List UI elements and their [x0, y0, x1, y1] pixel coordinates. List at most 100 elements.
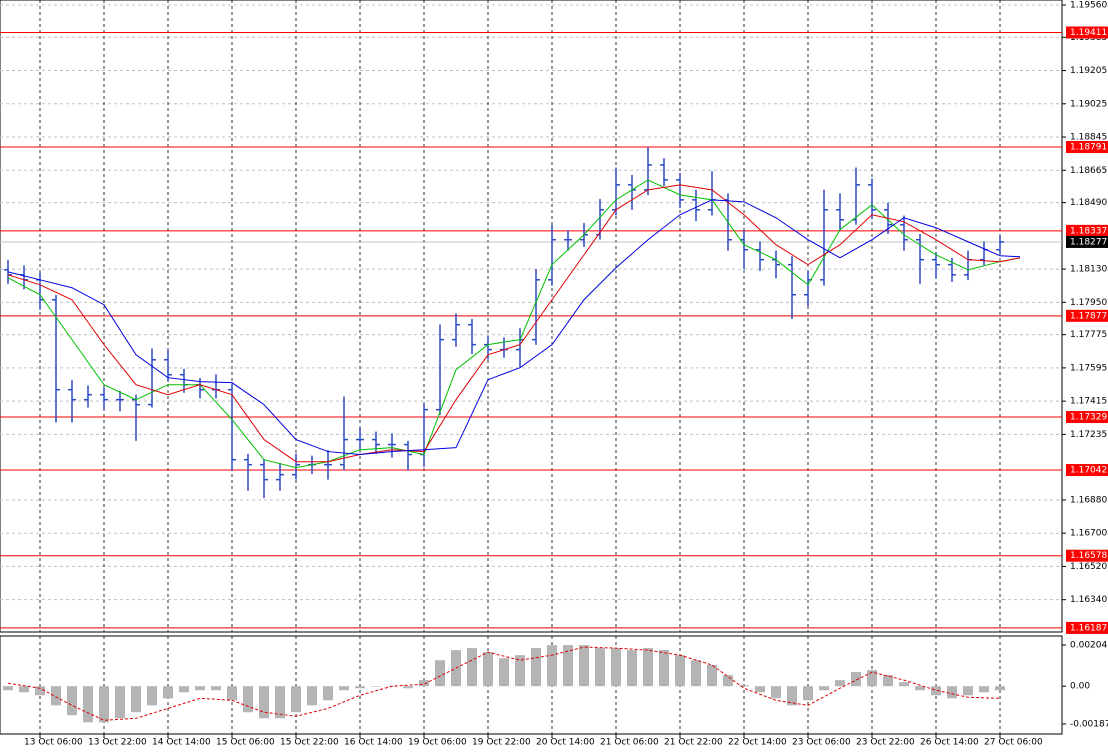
histogram-bar [739, 685, 749, 687]
histogram-bar [579, 645, 589, 687]
histogram-bar [275, 686, 285, 719]
histogram-bar [403, 686, 413, 689]
y-tick-label: 0.00 [1070, 682, 1090, 692]
current-price-box [1066, 235, 1108, 248]
y-tick-label: 1.16520 [1070, 562, 1107, 572]
level-label: 1.18337 [1070, 226, 1107, 236]
histogram-bar [435, 660, 445, 687]
level-label-box [1066, 309, 1108, 322]
histogram-bar [995, 686, 1005, 691]
x-tick-label: 15 Oct 06:00 [216, 738, 275, 748]
histogram-bar [883, 675, 893, 687]
histogram-bar [419, 680, 429, 687]
y-tick-label: 1.18845 [1070, 133, 1107, 143]
histogram-bar [675, 655, 685, 687]
level-label-box [1066, 26, 1108, 39]
histogram-bar [467, 648, 477, 687]
x-tick-label: 27 Oct 06:00 [984, 738, 1043, 748]
y-tick-label: 0.00204 [1070, 641, 1107, 651]
x-tick-label: 14 Oct 14:00 [152, 738, 211, 748]
level-label: 1.19411 [1070, 28, 1107, 38]
y-tick-label: 1.18490 [1070, 198, 1107, 208]
y-tick-label: 1.17415 [1070, 397, 1107, 407]
level-label-box [1066, 224, 1108, 237]
histogram-bar [771, 686, 781, 699]
histogram-bar [179, 686, 189, 693]
histogram-bar [643, 648, 653, 687]
moving-average [7, 179, 1021, 469]
y-tick-label: 1.17595 [1070, 363, 1107, 373]
y-tick-label: 1.17950 [1070, 298, 1107, 308]
level-label-box [1066, 549, 1108, 562]
y-tick-label: 1.18130 [1070, 265, 1107, 275]
histogram-bar [499, 658, 509, 687]
y-tick-label: 1.18665 [1070, 166, 1107, 176]
histogram-bar [323, 686, 333, 701]
histogram-bar [195, 686, 205, 691]
histogram-bar [99, 686, 109, 723]
histogram-bar [259, 686, 269, 719]
level-label-box [1066, 141, 1108, 154]
histogram-bar [339, 686, 349, 691]
current-price-label: 1.18277 [1070, 237, 1107, 247]
x-tick-label: 16 Oct 14:00 [344, 738, 403, 748]
histogram-bar [243, 686, 253, 713]
x-tick-label: 21 Oct 06:00 [600, 738, 659, 748]
x-tick-label: 15 Oct 22:00 [280, 738, 339, 748]
histogram-bar [691, 660, 701, 687]
y-tick-label: 1.16340 [1070, 595, 1107, 605]
x-tick-label: 22 Oct 14:00 [728, 738, 787, 748]
x-tick-label: 20 Oct 14:00 [536, 738, 595, 748]
level-label: 1.18791 [1070, 143, 1107, 153]
level-label: 1.17329 [1070, 413, 1107, 423]
histogram-bar [707, 665, 717, 687]
y-tick-label: 1.17775 [1070, 330, 1107, 340]
level-label-box [1066, 621, 1108, 634]
histogram-bar [115, 686, 125, 719]
histogram-bar [163, 686, 173, 699]
histogram-bar [147, 686, 157, 706]
histogram-bar [787, 686, 797, 706]
level-label-box [1066, 411, 1108, 424]
histogram-bar [915, 686, 925, 691]
histogram-bar [515, 655, 525, 687]
y-tick-label: 1.17235 [1070, 430, 1107, 440]
histogram-bar [19, 686, 29, 693]
histogram-bar [979, 686, 989, 693]
histogram-bar [307, 686, 317, 706]
level-label: 1.16187 [1070, 623, 1107, 633]
histogram-bar [355, 686, 365, 689]
histogram-bar [627, 650, 637, 687]
level-label: 1.17042 [1070, 466, 1107, 476]
histogram-bar [851, 672, 861, 687]
level-label-box [1066, 464, 1108, 477]
histogram-bar [371, 686, 381, 687]
histogram-bar [723, 675, 733, 687]
histogram-bar [563, 645, 573, 687]
histogram-bar [83, 686, 93, 723]
x-tick-label: 13 Oct 22:00 [88, 738, 147, 748]
histogram-bar [51, 686, 61, 706]
x-tick-label: 13 Oct 06:00 [24, 738, 83, 748]
histogram-bar [595, 648, 605, 687]
moving-average [7, 199, 1021, 456]
level-label: 1.16578 [1070, 551, 1107, 561]
histogram-bar [227, 686, 237, 701]
histogram-bar [835, 680, 845, 687]
histogram-bar [291, 686, 301, 713]
x-tick-label: 23 Oct 22:00 [856, 738, 915, 748]
level-label: 1.17877 [1070, 311, 1107, 321]
histogram-bar [755, 686, 765, 693]
histogram-bar [67, 686, 77, 716]
y-tick-label: 1.16700 [1070, 529, 1107, 539]
histogram-bar [867, 670, 877, 687]
x-tick-label: 19 Oct 06:00 [408, 738, 467, 748]
x-tick-label: 19 Oct 22:00 [472, 738, 531, 748]
histogram-bar [803, 686, 813, 701]
histogram-bar [3, 686, 13, 691]
x-tick-label: 21 Oct 22:00 [664, 738, 723, 748]
histogram-bar [611, 648, 621, 687]
y-tick-label: 1.16880 [1070, 495, 1107, 505]
histogram-bar [819, 686, 829, 691]
